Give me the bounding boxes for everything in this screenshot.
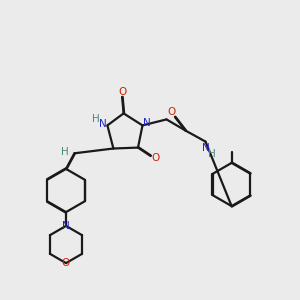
Text: H: H xyxy=(61,147,69,157)
Text: O: O xyxy=(62,258,70,268)
Text: O: O xyxy=(118,87,126,97)
Text: H: H xyxy=(92,114,100,124)
Text: N: N xyxy=(143,118,151,128)
Text: N: N xyxy=(99,118,106,129)
Text: H: H xyxy=(208,149,216,159)
Text: N: N xyxy=(62,221,70,231)
Text: O: O xyxy=(151,153,159,163)
Text: N: N xyxy=(202,143,209,153)
Text: O: O xyxy=(167,106,176,117)
